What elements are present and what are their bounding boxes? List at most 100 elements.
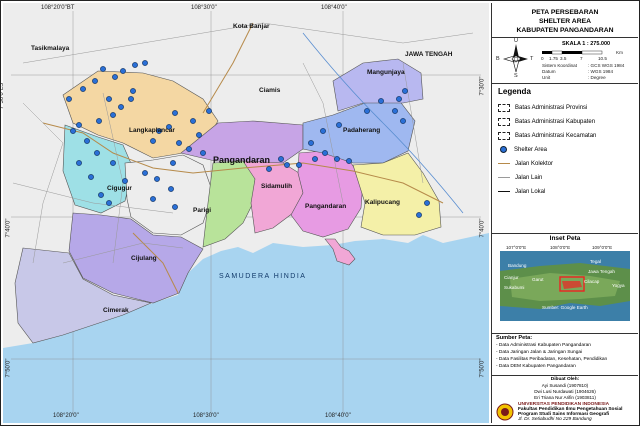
right-tick-3: 7°50'0" [479, 358, 486, 378]
shelter-point[interactable] [378, 98, 384, 104]
shelter-point[interactable] [154, 176, 160, 182]
shelter-point[interactable] [66, 96, 72, 102]
shelter-point[interactable] [168, 186, 174, 192]
shelter-point[interactable] [416, 212, 422, 218]
legend-row-jalan-lain: Jalan Lain [498, 173, 542, 182]
shelter-point[interactable] [120, 68, 126, 74]
shelter-point[interactable] [312, 156, 318, 162]
inset-caption: Sumber: Google Earth [542, 305, 588, 310]
shelter-point[interactable] [334, 156, 340, 162]
source-item: - Data Administrasi Kabupaten Pangandara… [496, 343, 591, 348]
shelter-point[interactable] [320, 128, 326, 134]
shelter-point[interactable] [150, 196, 156, 202]
label-cimerak: Cimerak [103, 307, 129, 314]
shelter-point[interactable] [94, 150, 100, 156]
shelter-point[interactable] [424, 200, 430, 206]
dashed-border-icon [498, 131, 510, 140]
shelter-point[interactable] [346, 158, 352, 164]
shelter-point[interactable] [92, 78, 98, 84]
shelter-point[interactable] [106, 200, 112, 206]
shelter-point[interactable] [142, 60, 148, 66]
shelter-point[interactable] [106, 96, 112, 102]
shelter-point[interactable] [96, 118, 102, 124]
right-tick-2: 7°40'0" [479, 218, 486, 238]
main-map[interactable]: 108°20'0"BT 108°30'0" 108°40'0" 108°20'0… [0, 3, 489, 423]
shelter-point[interactable] [186, 146, 192, 152]
shelter-point[interactable] [118, 104, 124, 110]
shelter-point[interactable] [400, 118, 406, 124]
inset-title: Inset Peta [549, 235, 581, 242]
inset-map[interactable] [500, 251, 630, 321]
shelter-point[interactable] [76, 160, 82, 166]
shelter-point[interactable] [364, 108, 370, 114]
shelter-point[interactable] [84, 138, 90, 144]
unit-value: : Degree [588, 75, 606, 80]
program-name: Program Studi Sains Informasi Geografi [518, 412, 610, 417]
shelter-point[interactable] [170, 160, 176, 166]
shelter-point[interactable] [206, 108, 212, 114]
scale-label: SKALA 1 : 275.000 [562, 41, 611, 47]
shelter-point[interactable] [190, 118, 196, 124]
inset-place-sukabumi: Sukabumi [504, 285, 525, 290]
dashed-border-icon [498, 117, 510, 126]
shelter-point[interactable] [76, 122, 82, 128]
shelter-point[interactable] [172, 204, 178, 210]
scale-tick-1: 1.75 [549, 56, 558, 61]
shelter-point[interactable] [110, 160, 116, 166]
shelter-point[interactable] [266, 166, 272, 172]
region-pangandaran-north[interactable] [180, 120, 304, 166]
shelter-point[interactable] [402, 88, 408, 94]
region-cimerak[interactable] [14, 247, 152, 344]
region-sidamulih[interactable] [242, 160, 304, 234]
scale-tick-2: 3.5 [560, 56, 567, 61]
shelter-point[interactable] [142, 170, 148, 176]
shelter-point[interactable] [128, 96, 134, 102]
right-tick-1: 7°30'0" [479, 76, 486, 96]
region-cijulang[interactable] [68, 212, 204, 304]
shelter-point[interactable] [336, 122, 342, 128]
shelter-point[interactable] [392, 108, 398, 114]
shelter-point[interactable] [132, 62, 138, 68]
label-kalipucang: Kalipucang [365, 199, 401, 206]
shelter-point[interactable] [98, 192, 104, 198]
shelter-point[interactable] [122, 178, 128, 184]
shelter-point[interactable] [112, 74, 118, 80]
shelter-point[interactable] [176, 140, 182, 146]
shelter-point[interactable] [322, 150, 328, 156]
shelter-point[interactable] [150, 138, 156, 144]
river [302, 32, 464, 214]
shelter-point[interactable] [100, 66, 106, 72]
sources-title: Sumber Peta: [496, 335, 533, 341]
shelter-point[interactable] [80, 86, 86, 92]
shelter-point[interactable] [296, 162, 302, 168]
legend-label: Batas Administrasi Kecamatan [515, 132, 597, 139]
shelter-point[interactable] [396, 96, 402, 102]
north-arrow-icon [502, 44, 528, 73]
shelter-point[interactable] [200, 150, 206, 156]
shelter-point[interactable] [130, 88, 136, 94]
scale-bar [542, 50, 603, 55]
shelter-point[interactable] [110, 112, 116, 118]
north-scale-box: U S T B SKALA 1 : 275.000 0 1.75 3.5 7 1… [492, 37, 638, 84]
shelter-point[interactable] [70, 128, 76, 134]
shelter-point[interactable] [284, 162, 290, 168]
inset-box: Inset Peta 107°0'0"E 108°0'0"E 109°0'0"E… [492, 233, 638, 334]
shelter-point[interactable] [196, 132, 202, 138]
left-tick-2: 7°40'0" [5, 218, 12, 238]
region-peninsula [324, 238, 356, 266]
shelter-point[interactable] [278, 156, 284, 162]
map-canvas [3, 3, 489, 423]
shelter-point[interactable] [88, 174, 94, 180]
university-logo-icon [496, 403, 514, 421]
shelter-point[interactable] [308, 140, 314, 146]
label-padaherang: Padaherang [343, 127, 381, 134]
road-other [12, 22, 474, 264]
shelter-point[interactable] [166, 124, 172, 130]
university-address: Jl. Dr. Setiabudhi No 229 Bandung [518, 417, 592, 422]
region-cigugur[interactable] [62, 124, 134, 214]
shelter-point[interactable] [172, 110, 178, 116]
label-sidamulih: Sidamulih [261, 183, 293, 190]
shelter-point[interactable] [156, 128, 162, 134]
region-padaherang[interactable] [302, 98, 416, 164]
coord-system-value: : GCS WGS 1984 [588, 63, 625, 68]
